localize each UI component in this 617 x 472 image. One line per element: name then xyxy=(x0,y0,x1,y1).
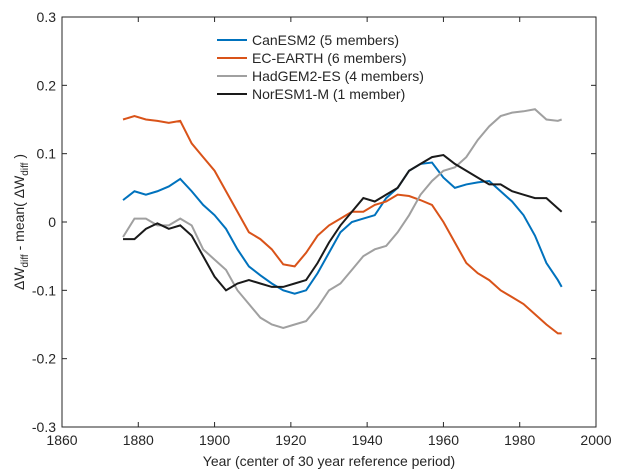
x-tick-label: 1880 xyxy=(123,432,154,448)
legend-label: EC-EARTH (6 members) xyxy=(252,50,407,66)
y-label-part: - mean( ΔW xyxy=(11,175,27,254)
x-tick-label: 1900 xyxy=(199,432,230,448)
legend-box xyxy=(215,28,430,104)
x-tick-label: 1980 xyxy=(504,432,535,448)
legend-label: HadGEM2-ES (4 members) xyxy=(252,68,424,84)
x-axis-label: Year (center of 30 year reference period… xyxy=(203,453,455,469)
series-line xyxy=(123,153,563,292)
x-tick-label: 1960 xyxy=(428,432,459,448)
x-tick-label: 1940 xyxy=(352,432,383,448)
y-label-part: ) xyxy=(11,154,27,163)
y-tick-label: -0.1 xyxy=(32,282,56,298)
y-tick-label: 0 xyxy=(48,214,56,230)
series-line xyxy=(122,108,563,329)
y-label-part: diff xyxy=(20,254,31,267)
series-line xyxy=(122,161,563,295)
x-tick-label: 1860 xyxy=(46,432,77,448)
legend-label: NorESM1-M (1 member) xyxy=(252,86,405,102)
y-label-part: diff xyxy=(20,162,31,175)
y-tick-label: -0.2 xyxy=(32,351,56,367)
x-tick-label: 2000 xyxy=(580,432,611,448)
y-label-part: ΔW xyxy=(11,267,27,290)
y-tick-label: 0.1 xyxy=(37,146,57,162)
legend-label: CanESM2 (5 members) xyxy=(252,32,399,48)
y-tick-label: 0.2 xyxy=(37,77,57,93)
y-tick-label: -0.3 xyxy=(32,419,56,435)
y-tick-label: 0.3 xyxy=(37,9,57,25)
x-tick-label: 1920 xyxy=(275,432,306,448)
y-axis-label: ΔWdiff - mean( ΔWdiff ) xyxy=(11,154,31,290)
series-line xyxy=(122,115,562,335)
